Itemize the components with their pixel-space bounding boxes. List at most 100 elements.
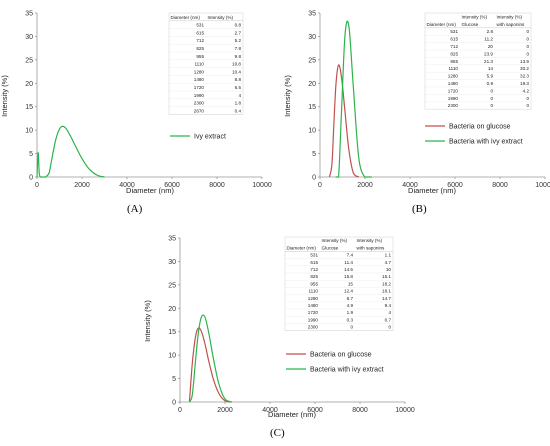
table-cell: 7.8 (235, 46, 242, 51)
table-cell: 531 (196, 23, 204, 28)
table-header-cell: Intensity (%) (322, 238, 348, 243)
table-cell: 18.2 (382, 281, 391, 286)
series-line-1 (328, 64, 360, 178)
table-cell: 1990 (194, 93, 205, 98)
x-tick-label: 0 (35, 182, 39, 189)
x-tick-label: 6000 (307, 407, 323, 414)
x-tick-label: 10000 (252, 182, 272, 189)
table-cell: 14.5 (344, 267, 353, 272)
table-cell: 712 (196, 38, 204, 43)
table-cell: 4.9 (347, 303, 354, 308)
x-tick-label: 10000 (535, 182, 550, 189)
y-tick-label: 30 (308, 34, 316, 41)
table-cell: 1990 (308, 317, 319, 322)
table-cell: 15 (348, 281, 354, 286)
table-cell: 7.4 (347, 253, 354, 258)
table-cell: 30.2 (520, 66, 529, 71)
table-cell: 0.4 (235, 108, 242, 113)
y-tick-label: 5 (172, 376, 176, 383)
table-cell: 1480 (308, 303, 319, 308)
table-cell: 6.5 (235, 85, 242, 90)
table-header-cell: Glucose (322, 245, 339, 250)
table-cell: 11.2 (484, 37, 493, 42)
table-cell: 0.7 (385, 317, 392, 322)
table-cell: 0 (490, 96, 493, 101)
table-cell: 12.4 (344, 289, 353, 294)
y-tick-label: 30 (168, 259, 176, 266)
y-tick-label: 25 (25, 57, 33, 64)
legend-label: Ivy extract (194, 134, 226, 141)
table-cell: 9.4 (385, 303, 392, 308)
x-tick-label: 4000 (119, 182, 135, 189)
table-header-cell: Glucose (462, 22, 479, 27)
legend-label: Bacteria on glucose (449, 124, 511, 131)
table-cell: 531 (450, 29, 458, 34)
y-tick-label: 10 (308, 128, 316, 135)
x-tick-label: 6000 (447, 182, 463, 189)
legend-label: Bacteria with ivy extract (310, 367, 384, 374)
table-cell: 0.3 (347, 317, 354, 322)
x-tick-label: 10000 (395, 407, 415, 414)
table-cell: 1110 (308, 289, 318, 294)
x-tick-label: 2000 (357, 182, 373, 189)
table-cell: 0 (526, 29, 529, 34)
series-line-1 (188, 327, 232, 403)
legend-label: Bacteria with ivy extract (449, 139, 523, 146)
table-cell: 14 (488, 66, 494, 71)
table-cell: 2300 (308, 325, 319, 330)
table-cell: 0 (526, 103, 529, 108)
table-cell: 4.2 (523, 88, 530, 93)
y-axis-label: Intensity (%) (0, 75, 9, 117)
y-tick-label: 10 (25, 128, 33, 135)
data-table: Diameter (nm) Intensity (%) 531 0.8 615 2.7 71… (168, 12, 244, 115)
table-cell: 23.9 (484, 51, 493, 56)
series-line-2 (335, 20, 372, 178)
table-cell: 0 (526, 37, 529, 42)
x-tick-label: 8000 (209, 182, 225, 189)
table-cell: 615 (310, 260, 318, 265)
table-cell: 10.8 (232, 62, 241, 67)
table-header-cell: Diameter (nm) (171, 15, 201, 20)
y-tick-label: 15 (308, 104, 316, 111)
table-cell: 9.8 (235, 54, 242, 59)
y-tick-label: 25 (308, 57, 316, 64)
table-cell: 1110 (448, 66, 458, 71)
y-tick-label: 30 (25, 34, 33, 41)
y-tick-label: 5 (312, 151, 316, 158)
table-cell: 1110 (194, 62, 204, 67)
table-cell: 1.9 (347, 310, 354, 315)
table-cell: 2670 (194, 108, 205, 113)
table-cell: 5.9 (487, 74, 494, 79)
panel-label-b: (B) (412, 203, 427, 215)
table-cell: 1720 (308, 310, 319, 315)
y-tick-label: 15 (168, 329, 176, 336)
table-cell: 1480 (194, 77, 205, 82)
data-table: Diameter (nm) Intensity (%) Glucose Intensi… (424, 12, 532, 110)
legend-label: Bacteria on glucose (310, 352, 372, 359)
table-cell: 0 (526, 44, 529, 49)
x-tick-label: 2000 (74, 182, 90, 189)
x-tick-label: 4000 (402, 182, 418, 189)
table-cell: 20 (488, 44, 494, 49)
y-tick-label: 5 (29, 151, 33, 158)
table-cell: 0 (526, 96, 529, 101)
table-cell: 11.4 (344, 260, 353, 265)
y-tick-label: 0 (29, 175, 33, 182)
x-axis-label: Diameter (nm) (268, 410, 316, 419)
x-tick-label: 4000 (262, 407, 278, 414)
table-cell: 14.7 (382, 296, 391, 301)
y-tick-label: 10 (168, 353, 176, 360)
table-cell: 19.3 (520, 81, 529, 86)
table-cell: 1280 (194, 69, 205, 74)
table-cell: 2.8 (487, 29, 494, 34)
table-header-cell: with saponins (497, 22, 526, 27)
x-tick-label: 0 (178, 407, 182, 414)
table-cell: 955 (450, 59, 458, 64)
table-cell: 0 (490, 103, 493, 108)
table-cell: 712 (310, 267, 318, 272)
y-tick-label: 0 (312, 175, 316, 182)
table-cell: 0 (526, 51, 529, 56)
y-tick-label: 35 (168, 236, 176, 243)
table-cell: 1280 (448, 74, 459, 79)
